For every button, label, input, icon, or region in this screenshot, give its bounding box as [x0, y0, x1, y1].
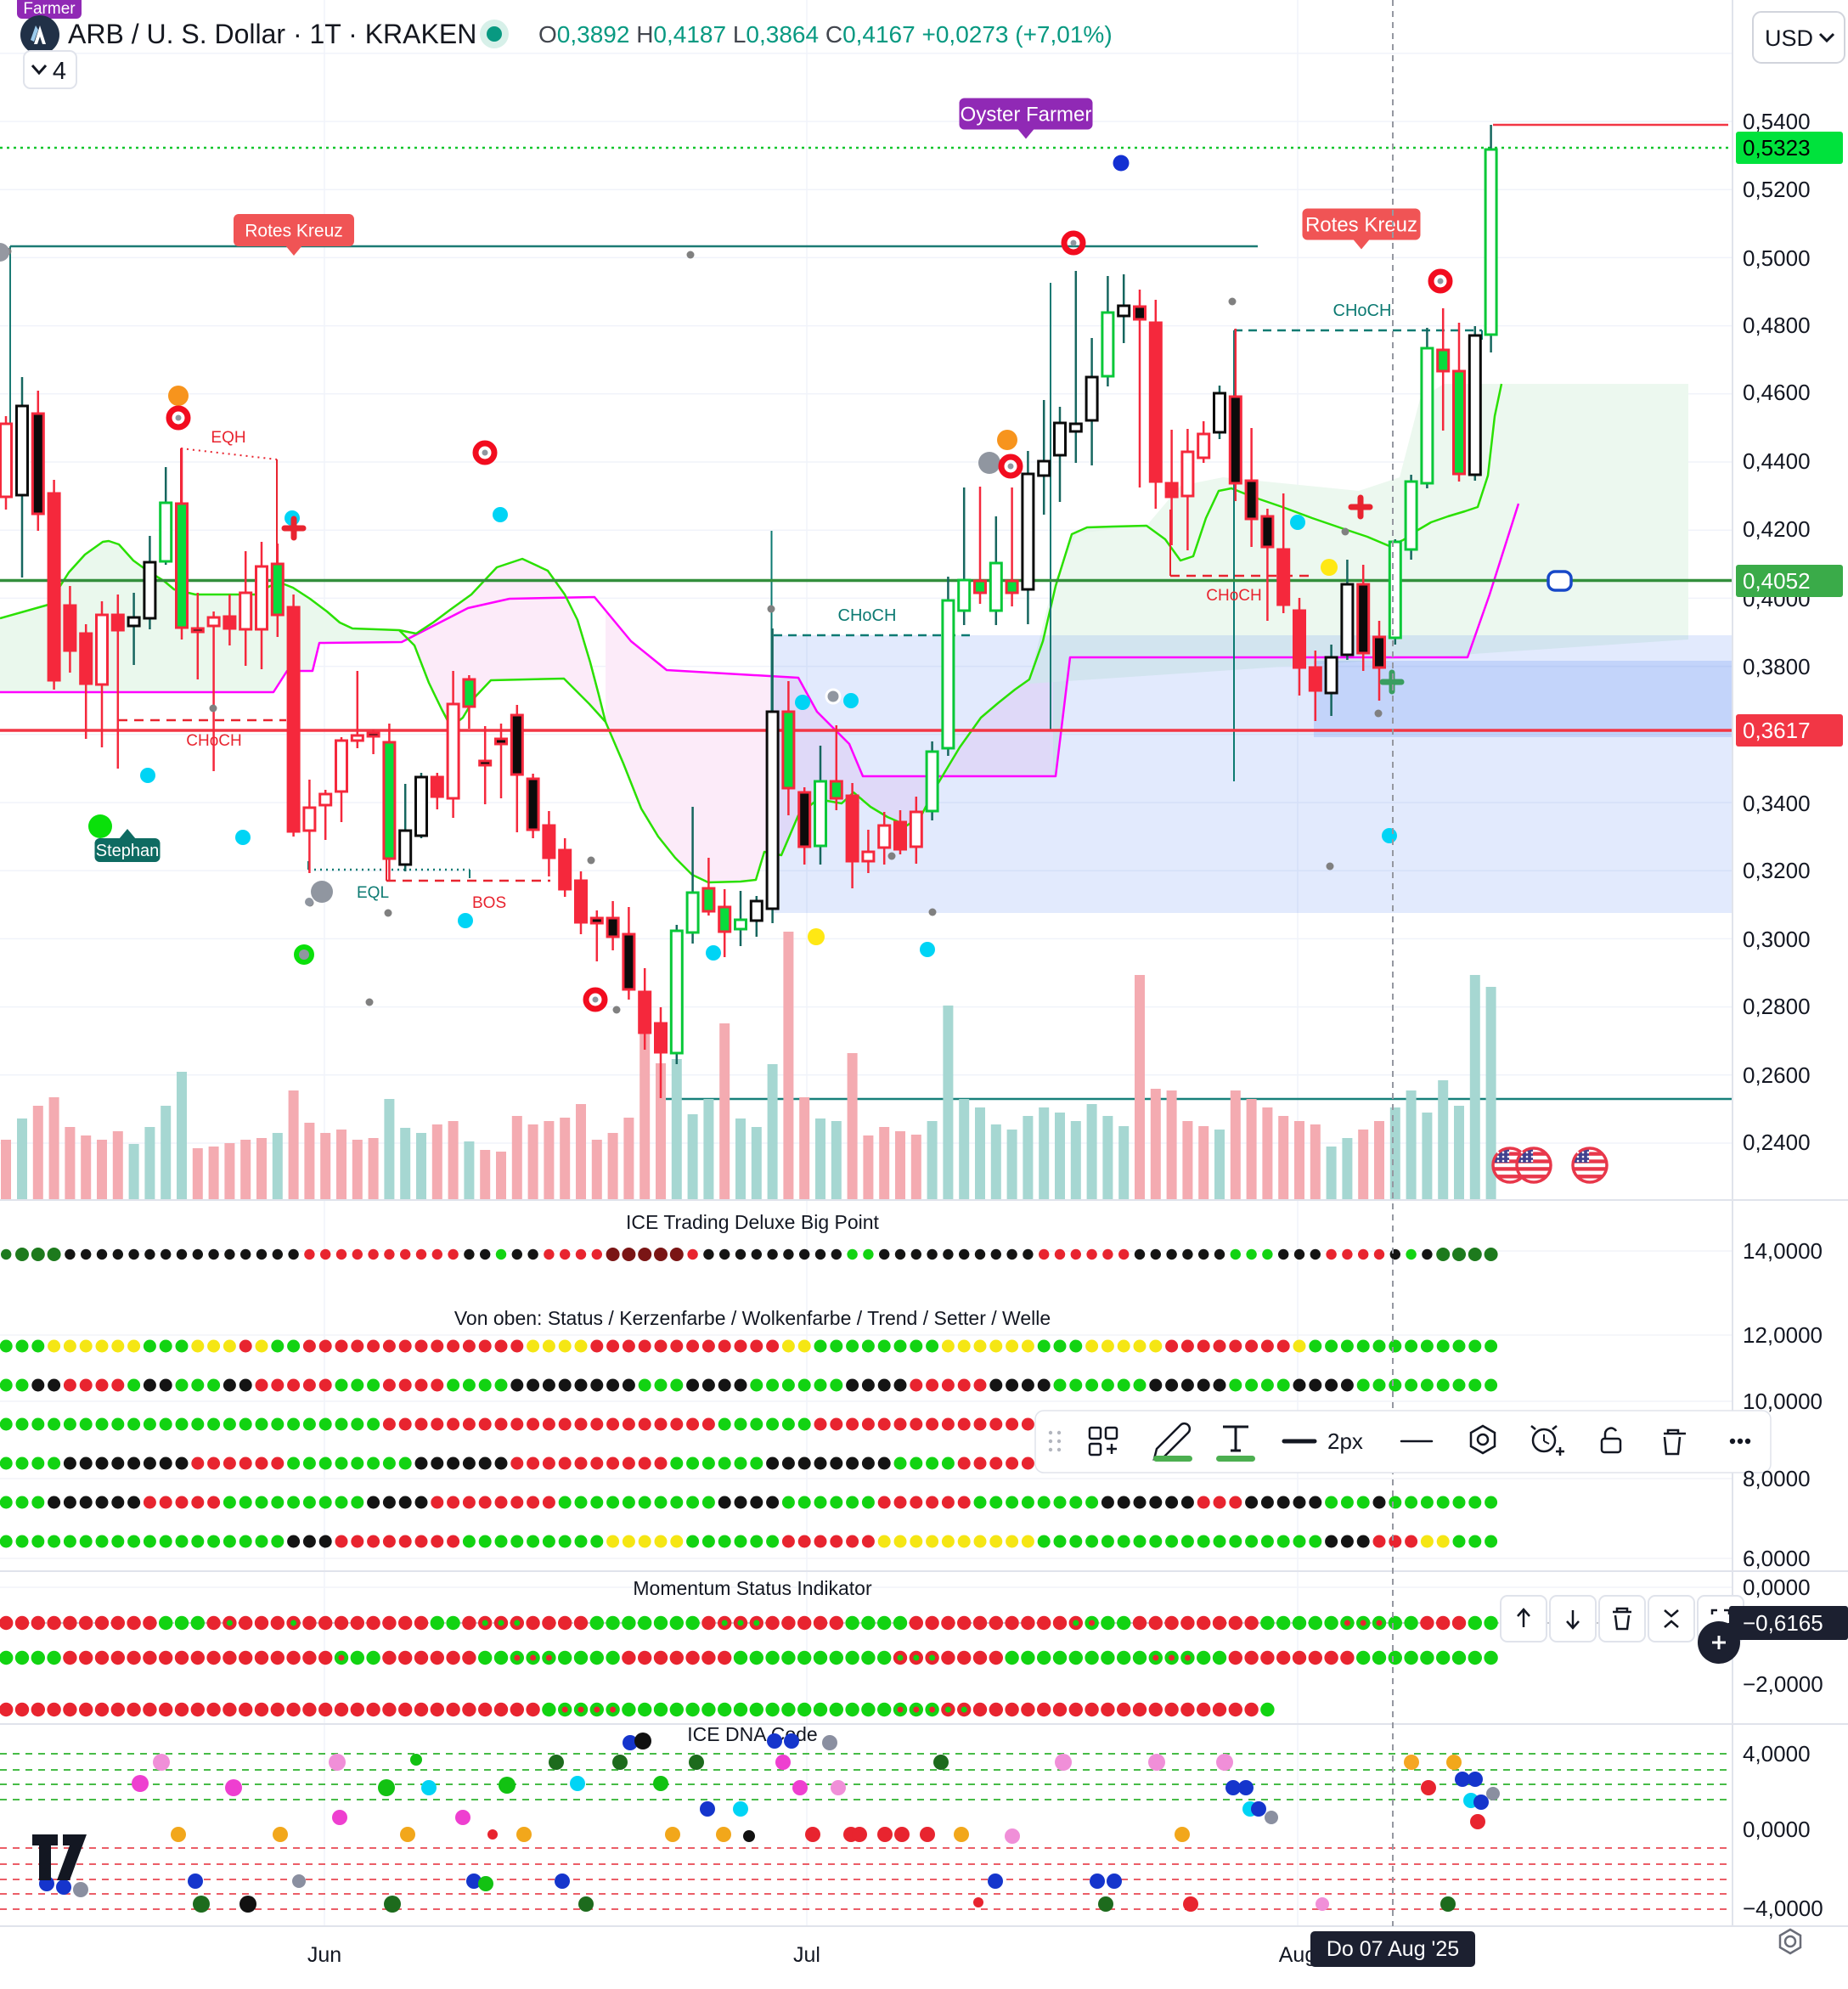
svg-text:USD: USD [1765, 25, 1813, 51]
svg-text:Momentum Status Indikator: Momentum Status Indikator [633, 1577, 872, 1599]
svg-text:Jul: Jul [793, 1943, 820, 1967]
svg-text:0,4600: 0,4600 [1743, 380, 1811, 405]
svg-text:Jun: Jun [307, 1943, 341, 1967]
svg-text:0,3617: 0,3617 [1743, 718, 1811, 743]
svg-text:−0,6165: −0,6165 [1743, 1610, 1823, 1636]
svg-text:0,3000: 0,3000 [1743, 927, 1811, 952]
svg-text:Aug: Aug [1279, 1943, 1316, 1967]
svg-text:Rotes Kreuz: Rotes Kreuz [245, 221, 343, 240]
svg-text:12,0000: 12,0000 [1743, 1322, 1823, 1348]
svg-text:0,4052: 0,4052 [1743, 568, 1811, 594]
svg-text:0,2800: 0,2800 [1743, 994, 1811, 1019]
svg-text:CHoCH: CHoCH [838, 606, 897, 625]
svg-text:0,5323: 0,5323 [1743, 135, 1811, 161]
svg-text:0,0000: 0,0000 [1743, 1575, 1811, 1600]
svg-text:ARB / U. S. Dollar · 1T · KRAK: ARB / U. S. Dollar · 1T · KRAKEN [68, 19, 476, 49]
svg-text:0,2400: 0,2400 [1743, 1130, 1811, 1155]
svg-text:8,0000: 8,0000 [1743, 1466, 1811, 1491]
svg-text:Oyster Farmer: Oyster Farmer [961, 103, 1092, 126]
svg-text:Rotes Kreuz: Rotes Kreuz [1305, 213, 1417, 236]
svg-text:Do 07 Aug '25: Do 07 Aug '25 [1327, 1937, 1459, 1961]
svg-text:0,3800: 0,3800 [1743, 654, 1811, 679]
svg-text:0,5000: 0,5000 [1743, 245, 1811, 271]
svg-text:0,3400: 0,3400 [1743, 791, 1811, 816]
svg-text:14,0000: 14,0000 [1743, 1238, 1823, 1264]
svg-text:0,2600: 0,2600 [1743, 1062, 1811, 1088]
svg-text:Von oben: Status / Kerzenfarbe: Von oben: Status / Kerzenfarbe / Wolkenf… [454, 1307, 1051, 1329]
svg-text:0,4800: 0,4800 [1743, 313, 1811, 338]
svg-text:CHoCH: CHoCH [1206, 587, 1261, 605]
svg-text:0,5200: 0,5200 [1743, 177, 1811, 202]
svg-text:0,4200: 0,4200 [1743, 516, 1811, 542]
svg-text:10,0000: 10,0000 [1743, 1389, 1823, 1414]
svg-text:0,4400: 0,4400 [1743, 448, 1811, 474]
svg-text:O0,3892 H0,4187 L0,3864 C0,416: O0,3892 H0,4187 L0,3864 C0,4167 +0,0273 … [538, 21, 1113, 48]
svg-text:0,5400: 0,5400 [1743, 109, 1811, 134]
svg-text:4,0000: 4,0000 [1743, 1741, 1811, 1766]
svg-text:−2,0000: −2,0000 [1743, 1671, 1823, 1697]
svg-text:Stephan: Stephan [96, 842, 160, 860]
svg-text:0,3200: 0,3200 [1743, 858, 1811, 883]
svg-text:−4,0000: −4,0000 [1743, 1896, 1823, 1921]
svg-text:EQH: EQH [211, 429, 245, 447]
svg-text:ICE Trading Deluxe Big Point: ICE Trading Deluxe Big Point [626, 1211, 879, 1233]
svg-text:BOS: BOS [472, 894, 506, 912]
svg-text:Farmer: Farmer [23, 0, 76, 18]
svg-text:0,0000: 0,0000 [1743, 1817, 1811, 1842]
svg-text:CHoCH: CHoCH [1333, 301, 1392, 320]
svg-text:2px: 2px [1327, 1428, 1363, 1454]
svg-text:6,0000: 6,0000 [1743, 1546, 1811, 1571]
svg-text:4: 4 [53, 58, 66, 85]
svg-text:EQL: EQL [357, 884, 389, 902]
